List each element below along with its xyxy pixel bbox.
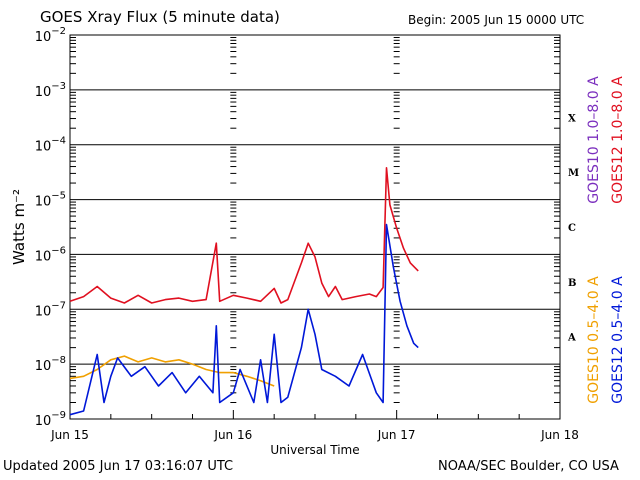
- x-tick-label: Jun 17: [377, 428, 416, 442]
- plot-frame: [69, 34, 561, 420]
- y-axis-label: Watts m⁻²: [10, 189, 28, 265]
- footer-credit: NOAA/SEC Boulder, CO USA: [438, 459, 619, 474]
- legend-entry-0: GOES10 1.0–8.0 A: [586, 76, 602, 204]
- y-tick-label: 10−6: [35, 245, 66, 264]
- legend-entry-1: GOES12 1.0–8.0 A: [610, 76, 626, 204]
- series-line-2: [69, 355, 275, 387]
- flare-class-label: C: [568, 223, 576, 234]
- y-tick-label: 10−8: [35, 355, 66, 374]
- x-tick-label: Jun 16: [213, 428, 252, 442]
- y-tick-label: 10−3: [35, 81, 66, 100]
- y-tick-label: 10−4: [35, 136, 66, 155]
- x-tick-label: Jun 18: [540, 428, 579, 442]
- flare-class-label: M: [568, 168, 579, 179]
- footer-updated: Updated 2005 Jun 17 03:16:07 UTC: [3, 459, 234, 474]
- flare-class-label: B: [568, 278, 576, 289]
- x-axis-label: Universal Time: [270, 443, 359, 457]
- y-tick-label: 10−2: [35, 26, 66, 45]
- series-line-1: [69, 167, 419, 304]
- y-tick-label: 10−5: [35, 191, 66, 210]
- chart-title: GOES Xray Flux (5 minute data): [40, 8, 280, 26]
- begin-date-label: Begin: 2005 Jun 15 0000 UTC: [408, 13, 585, 27]
- legend-entry-2: GOES10 0.5–4.0 A: [586, 276, 602, 404]
- y-tick-label: 10−9: [35, 410, 66, 429]
- x-tick-label: Jun 15: [50, 428, 89, 442]
- series-line-3: [69, 223, 419, 416]
- y-tick-label: 10−7: [35, 300, 66, 319]
- legend-entry-3: GOES12 0.5–4.0 A: [610, 276, 626, 404]
- flare-class-label: X: [568, 113, 576, 124]
- flare-class-label: A: [567, 333, 576, 344]
